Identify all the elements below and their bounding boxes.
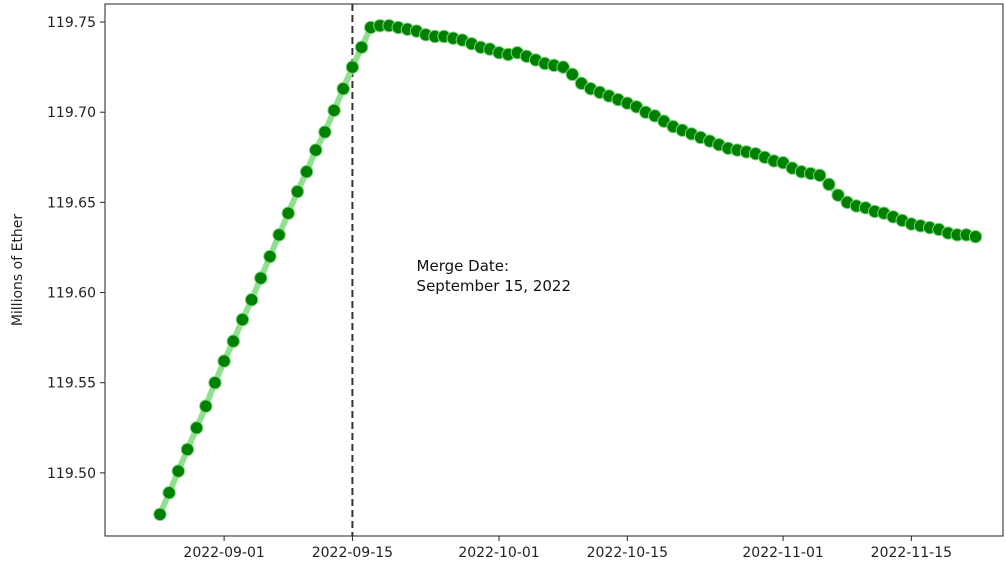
data-point bbox=[235, 312, 250, 327]
data-point bbox=[327, 103, 341, 118]
x-tick-label: 2022-11-15 bbox=[871, 545, 952, 561]
y-tick-label: 119.75 bbox=[47, 15, 96, 31]
data-point bbox=[226, 334, 240, 348]
data-point bbox=[199, 399, 213, 413]
data-point bbox=[822, 177, 836, 192]
data-point bbox=[171, 464, 186, 478]
x-tick-label: 2022-11-01 bbox=[742, 545, 823, 561]
y-tick-label: 119.65 bbox=[47, 195, 96, 211]
y-tick-label: 119.55 bbox=[47, 376, 96, 392]
x-tick-label: 2022-10-01 bbox=[458, 545, 539, 561]
y-tick-label: 119.60 bbox=[47, 286, 96, 302]
merge-date-annotation-line: Merge Date: bbox=[417, 257, 510, 275]
data-point bbox=[189, 421, 204, 435]
annotation-layer: Merge Date: September 15, 2022 bbox=[417, 257, 571, 295]
data-point bbox=[180, 442, 195, 457]
data-point bbox=[254, 271, 268, 285]
y-axis-label: Millions of Ether bbox=[10, 214, 26, 327]
data-point bbox=[345, 60, 360, 74]
data-point bbox=[318, 125, 332, 139]
data-point bbox=[565, 67, 580, 82]
x-tick-label: 2022-10-15 bbox=[587, 545, 668, 561]
y-tick-label: 119.50 bbox=[47, 466, 96, 482]
data-point bbox=[299, 165, 314, 179]
data-point bbox=[831, 188, 845, 202]
plot-frame bbox=[104, 3, 1004, 537]
data-point bbox=[263, 249, 277, 264]
data-point bbox=[309, 143, 323, 157]
merge-date-annotation-line: September 15, 2022 bbox=[417, 277, 571, 295]
series-line bbox=[156, 22, 979, 518]
data-point bbox=[281, 206, 295, 220]
series-markers-layer bbox=[153, 18, 983, 522]
series-line-layer bbox=[156, 22, 979, 518]
axis-ticks-layer: 119.50 119.55 119.60 119.65 119.70 119.75 2022… bbox=[47, 15, 952, 561]
data-point bbox=[217, 354, 231, 368]
x-tick-label: 2022-09-01 bbox=[183, 545, 264, 561]
data-point bbox=[162, 486, 176, 500]
data-point bbox=[272, 228, 286, 242]
data-point bbox=[813, 168, 827, 183]
data-point bbox=[336, 82, 350, 96]
data-point bbox=[556, 60, 570, 74]
y-tick-label: 119.70 bbox=[47, 105, 96, 121]
data-point bbox=[153, 507, 167, 522]
data-point bbox=[354, 40, 369, 54]
data-point bbox=[208, 376, 222, 390]
data-point bbox=[968, 229, 983, 244]
x-tick-label: 2022-09-15 bbox=[312, 545, 393, 561]
data-point bbox=[244, 293, 259, 307]
data-point bbox=[290, 184, 305, 199]
